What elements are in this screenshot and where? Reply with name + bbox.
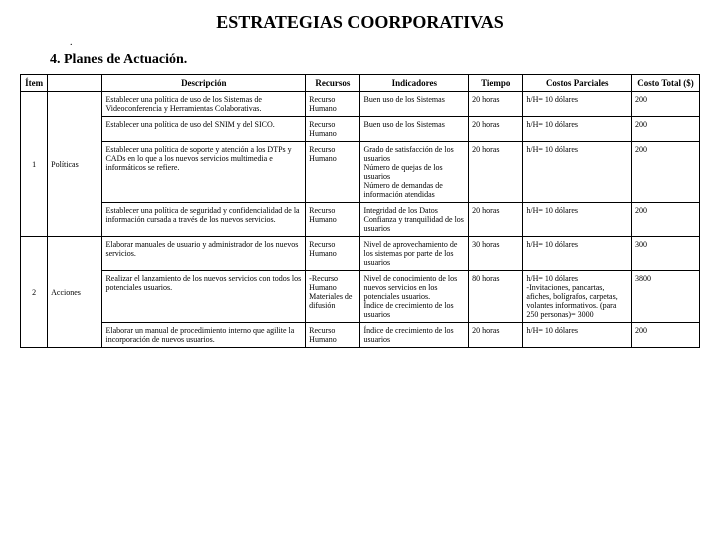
cell-cp: h/H= 10 dólares	[523, 323, 632, 348]
cell-time: 30 horas	[469, 237, 523, 271]
cell-time: 20 horas	[469, 142, 523, 203]
col-item: Ítem	[21, 75, 48, 92]
cell-cp: h/H= 10 dólares	[523, 203, 632, 237]
cell-desc: Realizar el lanzamiento de los nuevos se…	[102, 271, 306, 323]
cell-time: 20 horas	[469, 92, 523, 117]
cell-cp: h/H= 10 dólares	[523, 117, 632, 142]
cell-desc: Establecer una política de seguridad y c…	[102, 203, 306, 237]
cell-ct: 200	[632, 142, 700, 203]
table-row: Establecer una política de uso del SNIM …	[21, 117, 700, 142]
col-ct: Costo Total ($)	[632, 75, 700, 92]
cell-ct: 200	[632, 92, 700, 117]
cell-time: 20 horas	[469, 117, 523, 142]
table-row: Establecer una política de soporte y ate…	[21, 142, 700, 203]
col-desc: Descripción	[102, 75, 306, 92]
cell-rec: Recurso Humano	[306, 323, 360, 348]
table-row: 1PolíticasEstablecer una política de uso…	[21, 92, 700, 117]
cell-ct: 200	[632, 117, 700, 142]
cell-rec: Recurso Humano	[306, 142, 360, 203]
cell-ind: Índice de crecimiento de los usuarios	[360, 323, 469, 348]
cell-cp: h/H= 10 dólares -Invitaciones, pancartas…	[523, 271, 632, 323]
table-row: Establecer una política de seguridad y c…	[21, 203, 700, 237]
cell-cp: h/H= 10 dólares	[523, 92, 632, 117]
cell-item: 2	[21, 237, 48, 348]
cell-desc: Establecer una política de soporte y ate…	[102, 142, 306, 203]
dot: .	[70, 37, 700, 48]
cell-ind: Grado de satisfacción de los usuarios Nú…	[360, 142, 469, 203]
cell-time: 20 horas	[469, 203, 523, 237]
cell-ind: Nivel de conocimiento de los nuevos serv…	[360, 271, 469, 323]
cell-ind: Integridad de los Datos Confianza y tran…	[360, 203, 469, 237]
cell-ct: 3800	[632, 271, 700, 323]
planes-table: Ítem Descripción Recursos Indicadores Ti…	[20, 74, 700, 348]
table-row: 2AccionesElaborar manuales de usuario y …	[21, 237, 700, 271]
cell-desc: Establecer una política de uso del SNIM …	[102, 117, 306, 142]
table-row: Elaborar un manual de procedimiento inte…	[21, 323, 700, 348]
cell-ind: Buen uso de los Sistemas	[360, 92, 469, 117]
cell-ct: 200	[632, 323, 700, 348]
page-title: ESTRATEGIAS COORPORATIVAS	[20, 12, 700, 33]
cell-item: 1	[21, 92, 48, 237]
cell-cp: h/H= 10 dólares	[523, 237, 632, 271]
section-subtitle: 4. Planes de Actuación.	[50, 52, 700, 68]
cell-time: 80 horas	[469, 271, 523, 323]
cell-desc: Elaborar un manual de procedimiento inte…	[102, 323, 306, 348]
col-time: Tiempo	[469, 75, 523, 92]
cell-ct: 200	[632, 203, 700, 237]
table-row: Realizar el lanzamiento de los nuevos se…	[21, 271, 700, 323]
col-ind: Indicadores	[360, 75, 469, 92]
col-category	[48, 75, 102, 92]
col-rec: Recursos	[306, 75, 360, 92]
cell-rec: Recurso Humano	[306, 203, 360, 237]
cell-category: Acciones	[48, 237, 102, 348]
cell-rec: Recurso Humano	[306, 237, 360, 271]
table-header-row: Ítem Descripción Recursos Indicadores Ti…	[21, 75, 700, 92]
cell-desc: Elaborar manuales de usuario y administr…	[102, 237, 306, 271]
cell-cp: h/H= 10 dólares	[523, 142, 632, 203]
col-cp: Costos Parciales	[523, 75, 632, 92]
cell-category: Políticas	[48, 92, 102, 237]
cell-ind: Buen uso de los Sistemas	[360, 117, 469, 142]
cell-rec: Recurso Humano	[306, 117, 360, 142]
cell-rec: Recurso Humano	[306, 92, 360, 117]
cell-ct: 300	[632, 237, 700, 271]
cell-desc: Establecer una política de uso de los Si…	[102, 92, 306, 117]
cell-time: 20 horas	[469, 323, 523, 348]
cell-ind: Nivel de aprovechamiento de los sistemas…	[360, 237, 469, 271]
cell-rec: -Recurso Humano Materiales de difusión	[306, 271, 360, 323]
